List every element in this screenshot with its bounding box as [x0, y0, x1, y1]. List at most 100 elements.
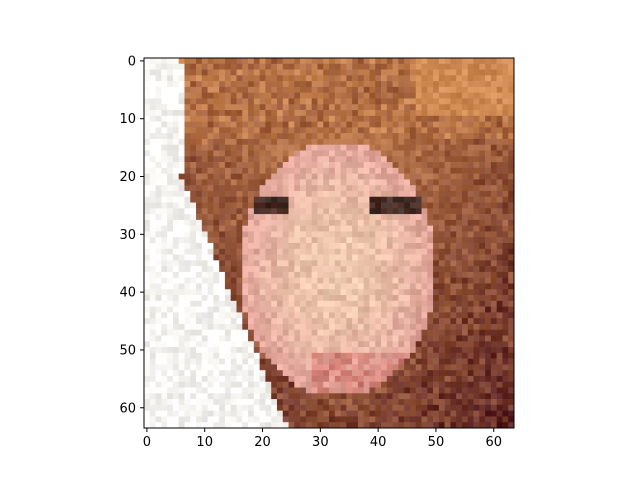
image-pixel — [190, 375, 197, 383]
image-pixel — [438, 399, 445, 406]
image-pixel — [363, 219, 370, 226]
image-pixel — [473, 254, 480, 261]
image-pixel — [375, 329, 382, 336]
image-pixel — [201, 208, 208, 215]
image-pixel — [369, 208, 376, 215]
image-pixel — [317, 98, 324, 105]
image-pixel — [479, 156, 486, 163]
image-pixel — [317, 318, 324, 325]
image-pixel — [444, 75, 451, 82]
image-pixel — [398, 133, 405, 140]
image-pixel — [334, 185, 341, 192]
image-pixel — [502, 266, 509, 273]
image-pixel — [178, 277, 185, 284]
image-pixel — [219, 404, 226, 411]
image-pixel — [161, 202, 168, 209]
image-pixel — [300, 150, 307, 157]
image-pixel — [386, 144, 393, 151]
image-pixel — [450, 254, 457, 261]
image-pixel — [172, 63, 179, 70]
image-pixel — [340, 196, 347, 203]
image-pixel — [479, 98, 486, 105]
image-pixel — [357, 393, 364, 400]
image-pixel — [155, 318, 162, 325]
image-pixel — [352, 260, 359, 267]
image-pixel — [467, 81, 474, 88]
image-pixel — [184, 341, 191, 348]
image-pixel — [265, 208, 272, 215]
image-pixel — [357, 110, 364, 117]
image-pixel — [213, 283, 220, 290]
image-pixel — [502, 260, 509, 267]
image-pixel — [375, 312, 382, 319]
image-pixel — [155, 127, 162, 134]
image-pixel — [242, 404, 249, 411]
image-pixel — [242, 283, 249, 290]
image-pixel — [346, 404, 353, 411]
image-pixel — [444, 150, 451, 157]
image-pixel — [386, 352, 393, 359]
image-pixel — [224, 190, 232, 198]
image-pixel — [149, 202, 156, 209]
image-pixel — [381, 266, 388, 273]
image-pixel — [167, 219, 174, 226]
image-pixel — [392, 190, 399, 198]
image-pixel — [473, 208, 480, 215]
image-pixel — [381, 393, 388, 400]
image-pixel — [456, 404, 463, 411]
image-pixel — [196, 81, 203, 88]
image-pixel — [253, 58, 260, 65]
image-pixel — [305, 387, 312, 394]
image-pixel — [201, 104, 208, 111]
image-pixel — [236, 133, 243, 140]
image-pixel — [161, 150, 168, 157]
image-pixel — [508, 98, 515, 105]
image-pixel — [276, 404, 284, 411]
image-pixel — [496, 58, 503, 65]
image-pixel — [508, 375, 515, 383]
image-pixel — [207, 387, 214, 394]
image-pixel — [271, 121, 278, 128]
image-pixel — [369, 104, 376, 111]
image-pixel — [224, 300, 232, 307]
image-pixel — [190, 341, 197, 348]
image-pixel — [427, 104, 434, 111]
image-pixel — [421, 416, 428, 423]
image-pixel — [230, 329, 237, 336]
image-pixel — [375, 219, 382, 226]
image-pixel — [300, 358, 307, 365]
image-pixel — [172, 312, 179, 319]
image-pixel — [340, 352, 347, 359]
image-pixel — [219, 335, 226, 342]
image-pixel — [461, 410, 469, 417]
image-pixel — [346, 75, 353, 82]
image-pixel — [201, 422, 208, 429]
image-pixel — [242, 387, 249, 394]
image-pixel — [300, 219, 307, 226]
image-pixel — [207, 352, 214, 359]
image-pixel — [167, 323, 174, 331]
image-pixel — [381, 341, 388, 348]
image-pixel — [201, 375, 208, 383]
image-pixel — [282, 289, 289, 296]
image-pixel — [404, 150, 411, 157]
image-pixel — [213, 375, 220, 383]
image-pixel — [381, 289, 388, 296]
image-pixel — [196, 254, 203, 261]
image-pixel — [334, 69, 341, 76]
image-pixel — [392, 381, 399, 388]
image-pixel — [329, 237, 336, 244]
image-pixel — [253, 185, 260, 192]
image-pixel — [207, 248, 214, 255]
image-pixel — [496, 352, 503, 359]
image-pixel — [363, 271, 370, 278]
image-pixel — [461, 104, 469, 111]
image-pixel — [271, 364, 278, 371]
image-pixel — [496, 185, 503, 192]
image-pixel — [502, 370, 509, 377]
image-pixel — [196, 271, 203, 278]
image-pixel — [490, 300, 497, 307]
image-pixel — [375, 196, 382, 203]
image-pixel — [305, 144, 312, 151]
image-pixel — [467, 115, 474, 122]
